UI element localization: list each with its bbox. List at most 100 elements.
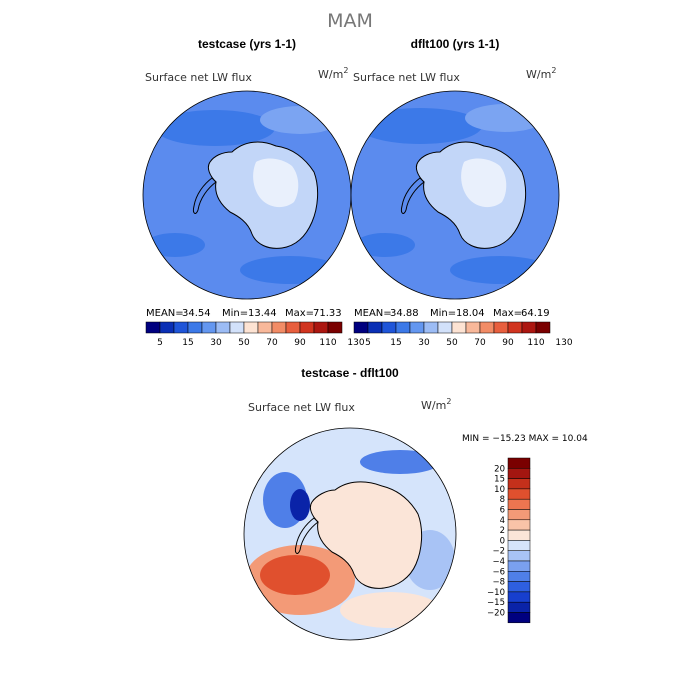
left-colorbar-swatch [271,321,287,334]
right-field-label: Surface net LW flux [353,71,460,84]
right-min-value: 18.04 [456,308,485,319]
right-colorbar-swatch [493,321,509,334]
right-colorbar-tick-label: 70 [474,338,486,348]
right-colorbar-tick-label: 130 [555,338,572,348]
right-colorbar-swatch [381,321,397,334]
diff-colorbar-swatch [507,519,531,531]
diff-colorbar-swatch [507,498,531,510]
left-colorbar-swatch [327,321,343,334]
right-max-value: 64.19 [521,308,550,319]
right-colorbar-tick-label: 110 [527,338,544,348]
right-min-label: Min= [430,308,456,319]
diff-colorbar-tick-label: 15 [494,475,505,485]
left-colorbar-swatch [201,321,217,334]
left-map-peninsula [193,177,217,214]
right-colorbar-tick-label: 90 [502,338,514,348]
left-colorbar-swatch [313,321,329,334]
diff-colorbar-tick-label: −6 [492,567,505,577]
diff-colorbar-swatch [507,540,531,551]
diff-colorbar-swatch [507,488,531,500]
left-colorbar-swatch [145,321,161,334]
right-colorbar-tick-label: 5 [365,338,371,348]
right-map [350,90,560,300]
left-mean-value: 34.54 [182,308,211,319]
right-colorbar-tick-label: 50 [446,338,458,348]
right-colorbar-tick-label: 30 [418,338,430,348]
left-colorbar-tick-label: 110 [319,338,336,348]
diff-colorbar-swatch [507,550,531,562]
right-colorbar-swatch [507,321,523,334]
diff-map-antarctica [309,481,423,589]
diff-colorbar-tick-label: 0 [500,536,505,546]
left-colorbar-swatch [257,321,273,334]
left-colorbar-swatch [187,321,203,334]
diff-colorbar-tick-label: −2 [492,547,505,557]
right-colorbar-swatch [451,321,467,334]
diff-colorbar-swatch [507,581,531,593]
diff-map-blob [340,592,440,628]
right-map-plateau [461,158,507,208]
diff-map-peninsula [295,517,319,554]
right-map-blob [355,233,415,257]
diff-colorbar-swatch [507,529,531,541]
diff-colorbar-swatch [507,560,531,572]
right-max-label: Max= [493,308,522,319]
left-map-blob [240,256,340,284]
right-colorbar-swatch [395,321,411,334]
diff-colorbar-swatch [507,612,531,624]
right-colorbar-swatch [535,321,551,334]
left-field-label: Surface net LW flux [145,71,252,84]
diff-colorbar-swatch [507,509,531,521]
left-colorbar-swatch [173,321,189,334]
diff-colorbar-swatch [507,601,531,613]
right-units: W/m2 [526,66,556,81]
right-mean-value: 34.88 [390,308,419,319]
right-map-blob [465,104,545,132]
right-map-peninsula [401,177,425,214]
right-map-border [350,90,560,300]
left-min-value: 13.44 [248,308,277,319]
left-colorbar-tick-label: 70 [266,338,278,348]
diff-map-blob [290,489,310,521]
right-colorbar-tick-label: 15 [390,338,401,348]
diff-map-blob [260,555,330,595]
left-colorbar-swatch [243,321,259,334]
left-colorbar: 5 15 30 50 70 90 110 130 [145,321,365,348]
left-map [142,90,352,300]
diff-min-max: MIN = −15.23 MAX = 10.04 [462,434,588,444]
left-colorbar-tick-label: 30 [210,338,222,348]
right-colorbar-swatch [353,321,369,334]
left-map-blob [155,110,275,146]
diff-field-label: Surface net LW flux [248,401,355,414]
left-colorbar-tick-label: 5 [157,338,163,348]
diff-map [243,427,457,641]
left-colorbar-swatch [159,321,175,334]
right-colorbar-swatch [367,321,383,334]
left-min-label: Min= [222,308,248,319]
diff-colorbar-tick-label: −4 [492,557,505,567]
left-map-plateau [253,158,299,208]
left-colorbar-tick-label: 130 [347,338,364,348]
left-colorbar-tick-label: 50 [238,338,250,348]
right-colorbar-swatch [437,321,453,334]
diff-colorbar-swatch [507,478,531,490]
diff-colorbar-tick-label: −15 [487,598,505,608]
right-map-blob [450,256,550,284]
diff-colorbar-tick-label: 6 [500,506,505,516]
right-colorbar-swatch [423,321,439,334]
diff-colorbar-swatch [507,468,531,479]
right-map-blob [358,108,482,144]
main-title: MAM [327,10,373,32]
left-colorbar-tick-label: 90 [294,338,306,348]
right-colorbar-swatch [521,321,537,334]
diff-colorbar-swatch [507,571,531,582]
diff-map-blob [360,450,440,474]
right-colorbar-swatch [479,321,495,334]
diff-colorbar-swatch [507,457,531,469]
left-colorbar-swatch [215,321,231,334]
diff-colorbar-swatch [507,591,531,603]
panel-right-title: dflt100 (yrs 1-1) [411,37,500,51]
left-stats: MEAN= 34.54 Min= 13.44 Max= 71.33 [146,308,342,319]
